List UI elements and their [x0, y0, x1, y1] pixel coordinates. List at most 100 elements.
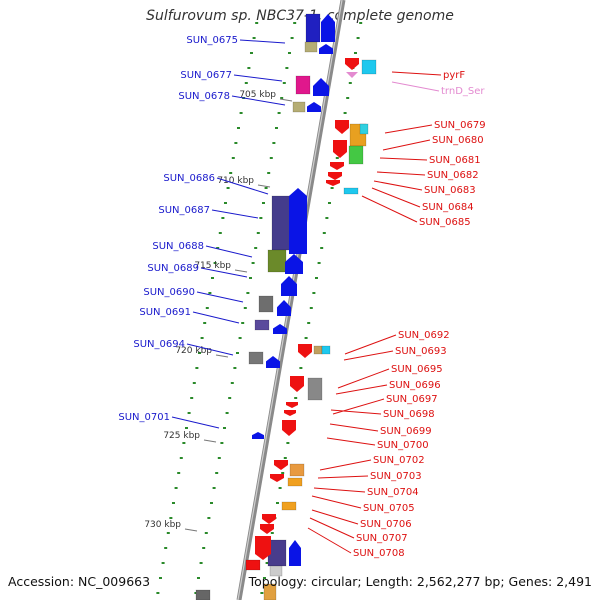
- reverse-gene-label: SUN_0708: [353, 548, 405, 559]
- inner-dotted-ring: [215, 472, 219, 474]
- reverse-gene-label: SUN_0692: [398, 330, 450, 341]
- forward-gene-label: SUN_0686: [163, 173, 215, 184]
- inner-dotted-ring: [243, 307, 247, 309]
- inner-dotted-ring: [196, 577, 200, 579]
- inner-dotted-ring: [264, 187, 268, 189]
- dotted-ring-right: [275, 502, 279, 504]
- outer-dotted-ring-left: [169, 517, 173, 519]
- inner-dotted-ring: [259, 217, 263, 219]
- outer-dotted-ring-left: [216, 247, 220, 249]
- inner-dotted-ring: [212, 487, 216, 489]
- inner-dotted-ring: [267, 172, 271, 174]
- reverse-gene-leader: [335, 384, 388, 395]
- forward-gene-label: SUN_0677: [180, 70, 232, 81]
- reverse-gene-label: SUN_0707: [356, 533, 408, 544]
- forward-gene-label: SUN_0675: [186, 35, 238, 46]
- map-title: Sulfurovum sp. NBC37-1, complete genome: [146, 8, 454, 24]
- dotted-ring-right: [322, 232, 326, 234]
- dotted-ring-right: [309, 307, 313, 309]
- outer-dotted-ring-left: [197, 352, 201, 354]
- tick-label: 705 kbp: [239, 90, 276, 100]
- gene-arrow: [277, 300, 291, 316]
- outer-dotted-ring-left: [203, 322, 207, 324]
- reverse-gene-label: SUN_0696: [389, 380, 441, 391]
- inner-dotted-ring: [269, 157, 273, 159]
- tick-mark: [257, 184, 271, 188]
- reverse-gene-labels: pyrF trnD_Ser SUN_0679 SUN_0680 SUN_0681 SUN_…: [307, 70, 486, 559]
- gene-arrow: [321, 14, 335, 42]
- reverse-gene-leader: [337, 368, 390, 389]
- reverse-gene-leader: [391, 71, 442, 76]
- genome-backbone: [236, 0, 346, 600]
- forward-gene-leader: [216, 177, 269, 195]
- outer-dotted-ring-left: [249, 52, 253, 54]
- gene-block: [295, 75, 311, 95]
- forward-gene-label: SUN_0687: [158, 205, 210, 216]
- dotted-ring-right: [286, 442, 290, 444]
- inner-dotted-ring: [246, 292, 250, 294]
- reverse-gene-label: pyrF: [443, 70, 465, 81]
- reverse-gene-label: SUN_0699: [380, 426, 432, 437]
- gene-block: [254, 319, 270, 331]
- gene-block: [305, 13, 321, 43]
- gene-arrow: [289, 188, 307, 254]
- inner-dotted-ring: [290, 37, 294, 39]
- inner-dotted-ring: [285, 67, 289, 69]
- outer-dotted-ring-left: [223, 202, 227, 204]
- outer-dotted-ring-left: [174, 487, 178, 489]
- outer-dotted-ring-left: [182, 442, 186, 444]
- forward-gene-leader: [192, 311, 240, 324]
- backbone-line: [236, 0, 346, 600]
- inner-dotted-ring: [204, 532, 208, 534]
- gene-arrow: [255, 536, 271, 560]
- dotted-ring-right: [346, 97, 350, 99]
- outer-dotted-ring-left: [177, 472, 181, 474]
- gene-arrow: [326, 180, 340, 186]
- dotted-ring-right: [348, 82, 352, 84]
- reverse-gene-label: SUN_0705: [363, 503, 415, 514]
- gene-arrow: [328, 172, 342, 180]
- outer-dotted-ring-left: [244, 82, 248, 84]
- inner-dotted-ring: [256, 232, 260, 234]
- forward-gene-leader: [186, 343, 234, 356]
- outer-dotted-ring-left: [166, 532, 170, 534]
- tick-label: 720 kbp: [175, 346, 212, 356]
- gene-arrow: [281, 276, 297, 296]
- reverse-gene-label: SUN_0702: [373, 455, 425, 466]
- dotted-ring-right: [262, 577, 266, 579]
- gene-arrow: [286, 402, 298, 408]
- outer-dotted-ring-left: [190, 397, 194, 399]
- outer-dotted-ring-left: [231, 157, 235, 159]
- gene-block: [258, 295, 274, 313]
- reverse-gene-leader: [384, 124, 433, 134]
- dotted-ring-right: [270, 532, 274, 534]
- gene-block: [307, 377, 323, 401]
- inner-dotted-ring: [293, 22, 297, 24]
- inner-dotted-ring: [207, 517, 211, 519]
- gene-block: [271, 195, 291, 251]
- inner-dotted-ring: [238, 337, 242, 339]
- inner-dotted-ring: [272, 142, 276, 144]
- gene-arrow: [313, 78, 329, 96]
- gene-arrow: [282, 420, 296, 436]
- tick-label: 715 kbp: [194, 261, 231, 271]
- reverse-gene-leader: [361, 195, 418, 223]
- inner-dotted-ring: [199, 562, 203, 564]
- inner-dotted-ring: [277, 112, 281, 114]
- dotted-ring-right: [330, 187, 334, 189]
- inner-dotted-ring: [225, 412, 229, 414]
- reverse-gene-leader: [330, 409, 382, 415]
- dotted-ring-right: [304, 337, 308, 339]
- reverse-gene-label: SUN_0681: [429, 155, 481, 166]
- reverse-gene-label: SUN_0680: [432, 135, 484, 146]
- gene-arrow: [298, 344, 312, 358]
- genome-summary-text: Topology: circular; Length: 2,562,277 bp…: [248, 574, 592, 589]
- forward-gene-label: SUN_0689: [147, 263, 199, 274]
- gene-block: [361, 59, 377, 75]
- gene-block: [269, 565, 283, 577]
- reverse-gene-leader: [329, 423, 379, 432]
- reverse-gene-leader: [373, 180, 423, 191]
- gene-arrow: [262, 514, 276, 524]
- outer-dotted-ring-left: [221, 217, 225, 219]
- reverse-gene-leader: [311, 495, 362, 509]
